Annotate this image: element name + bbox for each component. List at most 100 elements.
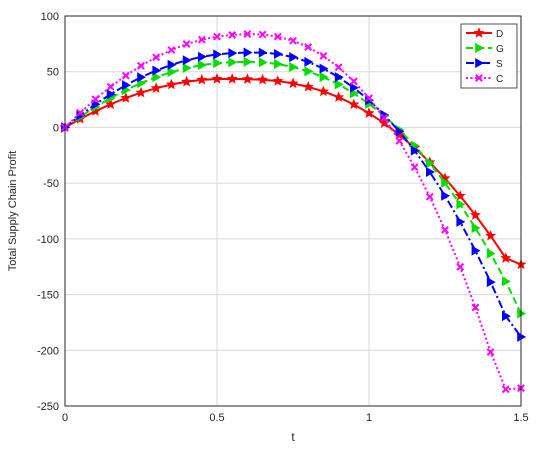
series-C-marker: [213, 32, 221, 41]
series-C-marker: [349, 77, 358, 86]
series-C-marker: [486, 348, 495, 356]
series-C-marker: [106, 82, 115, 91]
y-tick-label: -50: [43, 178, 59, 190]
series-C-marker: [167, 46, 176, 54]
legend-item-S: S: [466, 57, 503, 70]
y-tick-label: -150: [37, 290, 59, 302]
series-S-marker: [319, 63, 329, 74]
legend-label: G: [496, 44, 504, 55]
series-D-marker: [120, 92, 132, 103]
series-S-marker: [213, 49, 223, 60]
series-S-marker: [486, 277, 496, 288]
series-G-marker: [243, 56, 253, 67]
legend-item-C: C: [466, 74, 503, 85]
y-tick-label: 0: [53, 122, 59, 134]
series-D-marker: [317, 85, 329, 97]
series-S-marker: [273, 48, 283, 60]
x-tick-label: 1.5: [513, 412, 528, 424]
series-C-marker: [76, 108, 85, 117]
series-D-marker: [333, 91, 345, 102]
series-D-marker: [363, 107, 375, 118]
plot-frame: [64, 15, 522, 407]
series-D-marker: [287, 77, 299, 89]
series-S-marker: [425, 166, 435, 178]
series-D-marker: [181, 75, 193, 87]
series-C-marker: [441, 226, 449, 234]
series-D-marker: [150, 82, 162, 93]
series-G-marker: [182, 63, 192, 74]
series-C-marker: [137, 61, 145, 70]
legend-label: S: [496, 59, 503, 70]
series-G-marker: [273, 59, 283, 70]
series-S-marker: [441, 190, 451, 201]
series-C-marker: [289, 36, 297, 45]
series-G-marker: [289, 62, 299, 73]
series-D-marker: [469, 209, 481, 220]
x-axis-ticks: 0 0.5 1 1.5: [62, 412, 529, 424]
series-C-marker: [121, 71, 130, 80]
y-tick-label: -250: [37, 401, 59, 413]
x-tick-label: 0: [62, 412, 68, 424]
series-D-marker: [165, 78, 177, 90]
series-S-marker: [258, 47, 268, 58]
series-C-marker: [91, 95, 100, 104]
legend-label: D: [496, 29, 503, 40]
series-D-marker: [485, 230, 497, 241]
series-S-marker: [334, 72, 344, 83]
series-C-marker: [228, 31, 237, 39]
legend-S-marker: [475, 57, 485, 69]
series-C: [61, 30, 525, 394]
series-C-marker: [334, 63, 343, 72]
series-D-marker: [257, 73, 269, 85]
series-D-marker: [272, 75, 284, 86]
y-tick-label: -200: [37, 345, 59, 357]
series-G-marker: [456, 199, 466, 210]
series-C-marker: [380, 114, 389, 122]
y-tick-label: -100: [37, 234, 59, 246]
plot-area: [65, 16, 521, 406]
series-S-marker: [167, 59, 177, 70]
series-D-marker: [378, 117, 390, 128]
y-axis-label: Total Supply Chain Profit: [7, 151, 19, 271]
legend-box: [460, 23, 518, 89]
series-C-marker: [395, 137, 404, 145]
series-D-marker: [211, 73, 223, 84]
legend-D-marker: [473, 27, 485, 38]
series-D-marker: [348, 98, 360, 110]
series-G-marker: [486, 248, 496, 259]
series-G-marker: [152, 72, 162, 83]
y-tick-label: 50: [47, 67, 59, 79]
x-tick-label: 1: [366, 412, 372, 424]
series-D-marker: [302, 81, 314, 92]
series-S-marker: [106, 89, 116, 100]
series-C-marker: [425, 192, 434, 201]
series-S-marker: [289, 52, 299, 63]
series-G-marker: [258, 57, 268, 68]
series-S-marker: [471, 245, 481, 256]
series-G-marker: [425, 158, 435, 169]
series-C-marker: [501, 385, 510, 394]
series-C-marker: [197, 35, 206, 44]
series-C-marker: [182, 40, 191, 48]
series-S-marker: [456, 216, 466, 227]
series-G-marker: [471, 222, 481, 233]
legend-item-G: G: [466, 42, 504, 55]
series-C-marker: [304, 43, 313, 51]
series-G-marker: [213, 58, 223, 69]
series-S-marker: [395, 126, 405, 137]
series-S-marker: [410, 145, 420, 156]
series-S-marker: [304, 56, 314, 67]
series-C-marker: [410, 163, 419, 172]
series-D-marker: [196, 74, 208, 85]
legend-label: C: [496, 74, 503, 85]
series-S-marker: [243, 47, 253, 58]
series-G-marker: [228, 57, 238, 68]
series-S-marker: [198, 51, 207, 62]
series-C-marker: [456, 262, 465, 271]
x-tick-label: 0.5: [209, 412, 224, 424]
series-G-marker: [198, 60, 207, 71]
series-S-marker: [152, 65, 162, 76]
legend-C-marker: [475, 74, 483, 82]
series-G-marker: [319, 72, 329, 83]
